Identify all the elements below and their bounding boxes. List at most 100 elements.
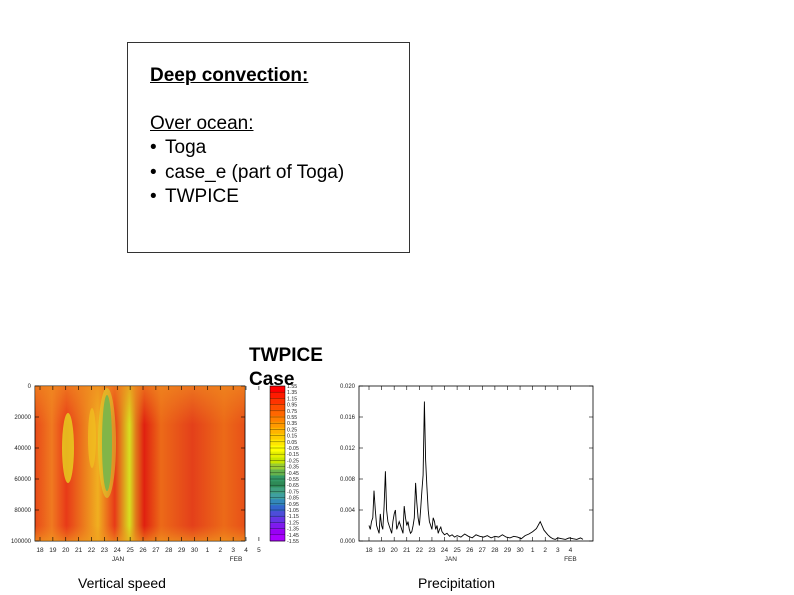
x-tick-label: 30	[191, 547, 199, 554]
colorbar-swatch	[270, 451, 285, 458]
x-tick-label: 30	[516, 547, 524, 554]
updraft-patch	[62, 413, 74, 483]
colorbar-label: -0.55	[287, 477, 299, 483]
x-tick-label: 25	[454, 547, 462, 554]
colorbar-swatch	[270, 487, 285, 494]
colorbar-label: 0.55	[287, 415, 297, 421]
x-tick-label: 2	[543, 547, 547, 554]
colorbar-label: 0.35	[287, 421, 297, 427]
colorbar-swatch	[270, 505, 285, 512]
colorbar-swatch	[270, 469, 285, 476]
x-tick-label: 23	[101, 547, 109, 554]
colorbar-swatch	[270, 445, 285, 452]
list-item: • TWPICE	[150, 185, 344, 210]
y-tick-label: 20000	[14, 415, 31, 421]
x-tick-label: 3	[231, 547, 235, 554]
x-tick-label: 22	[88, 547, 96, 554]
x-month-label: FEB	[564, 556, 577, 563]
bullet-icon: •	[150, 161, 157, 183]
colorbar-swatch	[270, 433, 285, 440]
x-tick-label: 25	[127, 547, 135, 554]
x-month-label: JAN	[112, 556, 125, 563]
line-plot-area	[358, 385, 594, 542]
x-tick-label: 24	[441, 547, 449, 554]
y-tick-label: 60000	[14, 477, 31, 483]
colorbar-swatch	[270, 421, 285, 429]
x-tick-label: 20	[391, 547, 399, 554]
colorbar-label: -1.05	[287, 508, 299, 514]
y-tick-label: 0.020	[340, 384, 356, 390]
list-item-label: case_e (part of Toga)	[165, 161, 345, 183]
bullet-list: • Toga • case_e (part of Toga) • TWPICE	[150, 136, 344, 210]
colorbar-swatch	[270, 457, 285, 464]
text-box-heading: Deep convection:	[150, 65, 309, 86]
colorbar-label: 0.15	[287, 434, 297, 440]
x-tick-label: 22	[416, 547, 424, 554]
colorbar-label: -0.75	[287, 489, 299, 495]
text-box-subheading: Over ocean:	[150, 113, 254, 134]
y-tick-label: 0.012	[340, 446, 356, 452]
caption-precipitation: Precipitation	[418, 575, 496, 591]
caption-vertical-speed: Vertical speed	[78, 575, 166, 591]
x-tick-label: 28	[165, 547, 173, 554]
colorbar-swatch	[270, 409, 285, 417]
figure-title: TWPICE Case	[249, 345, 323, 390]
colorbar-label: -0.95	[287, 502, 299, 508]
x-tick-label: 21	[75, 547, 83, 554]
x-tick-label: 26	[139, 547, 147, 554]
colorbar-swatch	[270, 517, 285, 524]
colorbar-label: -0.25	[287, 458, 299, 464]
x-tick-label: 4	[569, 547, 573, 554]
x-tick-label: 1	[531, 547, 535, 554]
colorbar-swatch	[270, 386, 285, 393]
x-tick-label: 23	[428, 547, 436, 554]
x-tick-label: 3	[556, 547, 560, 554]
y-tick-label: 100000	[11, 539, 32, 545]
colorbar-label: 0.05	[287, 440, 297, 446]
text-box: Deep convection: Over ocean: • Toga • case…	[127, 42, 410, 253]
x-tick-label: 1	[206, 547, 210, 554]
colorbar-label: 1.55	[287, 384, 297, 390]
x-tick-label: 18	[365, 547, 373, 554]
updraft-patch	[88, 408, 96, 468]
colorbar-label: 1.15	[287, 396, 297, 402]
y-tick-label: 0.000	[340, 539, 356, 545]
y-tick-label: 40000	[14, 446, 31, 452]
colorbar-label: -1.45	[287, 533, 299, 539]
x-tick-label: 26	[466, 547, 474, 554]
x-tick-label: 5	[257, 547, 261, 554]
bullet-icon: •	[150, 137, 157, 158]
heatmap-colorbar: 1.551.351.150.950.750.550.350.250.150.05…	[269, 384, 299, 545]
x-tick-label: 24	[114, 547, 122, 554]
y-tick-label: 0	[28, 384, 32, 390]
colorbar-swatch	[270, 511, 285, 518]
colorbar-swatch	[270, 397, 285, 405]
colorbar-label: -0.85	[287, 496, 299, 502]
colorbar-label: -0.35	[287, 465, 299, 471]
x-month-label: JAN	[445, 556, 458, 563]
colorbar-swatch	[270, 439, 285, 446]
x-tick-label: 29	[504, 547, 512, 554]
x-month-label: FEB	[230, 556, 243, 563]
x-tick-label: 18	[36, 547, 44, 554]
x-tick-label: 19	[49, 547, 57, 554]
colorbar-label: -0.05	[287, 446, 299, 452]
y-tick-label: 0.004	[340, 508, 356, 514]
x-tick-label: 20	[62, 547, 70, 554]
colorbar-label: -0.65	[287, 483, 299, 489]
colorbar-swatch	[270, 427, 285, 434]
colorbar-label: -1.15	[287, 514, 299, 520]
list-item-label: Toga	[165, 137, 207, 158]
y-tick-label: 0.016	[340, 415, 356, 421]
colorbar-swatch	[270, 493, 285, 500]
x-tick-label: 19	[378, 547, 386, 554]
x-tick-label: 28	[491, 547, 499, 554]
colorbar-swatch	[270, 481, 285, 488]
colorbar-label: -1.55	[287, 539, 299, 545]
x-tick-label: 29	[178, 547, 186, 554]
x-tick-label: 27	[152, 547, 160, 554]
